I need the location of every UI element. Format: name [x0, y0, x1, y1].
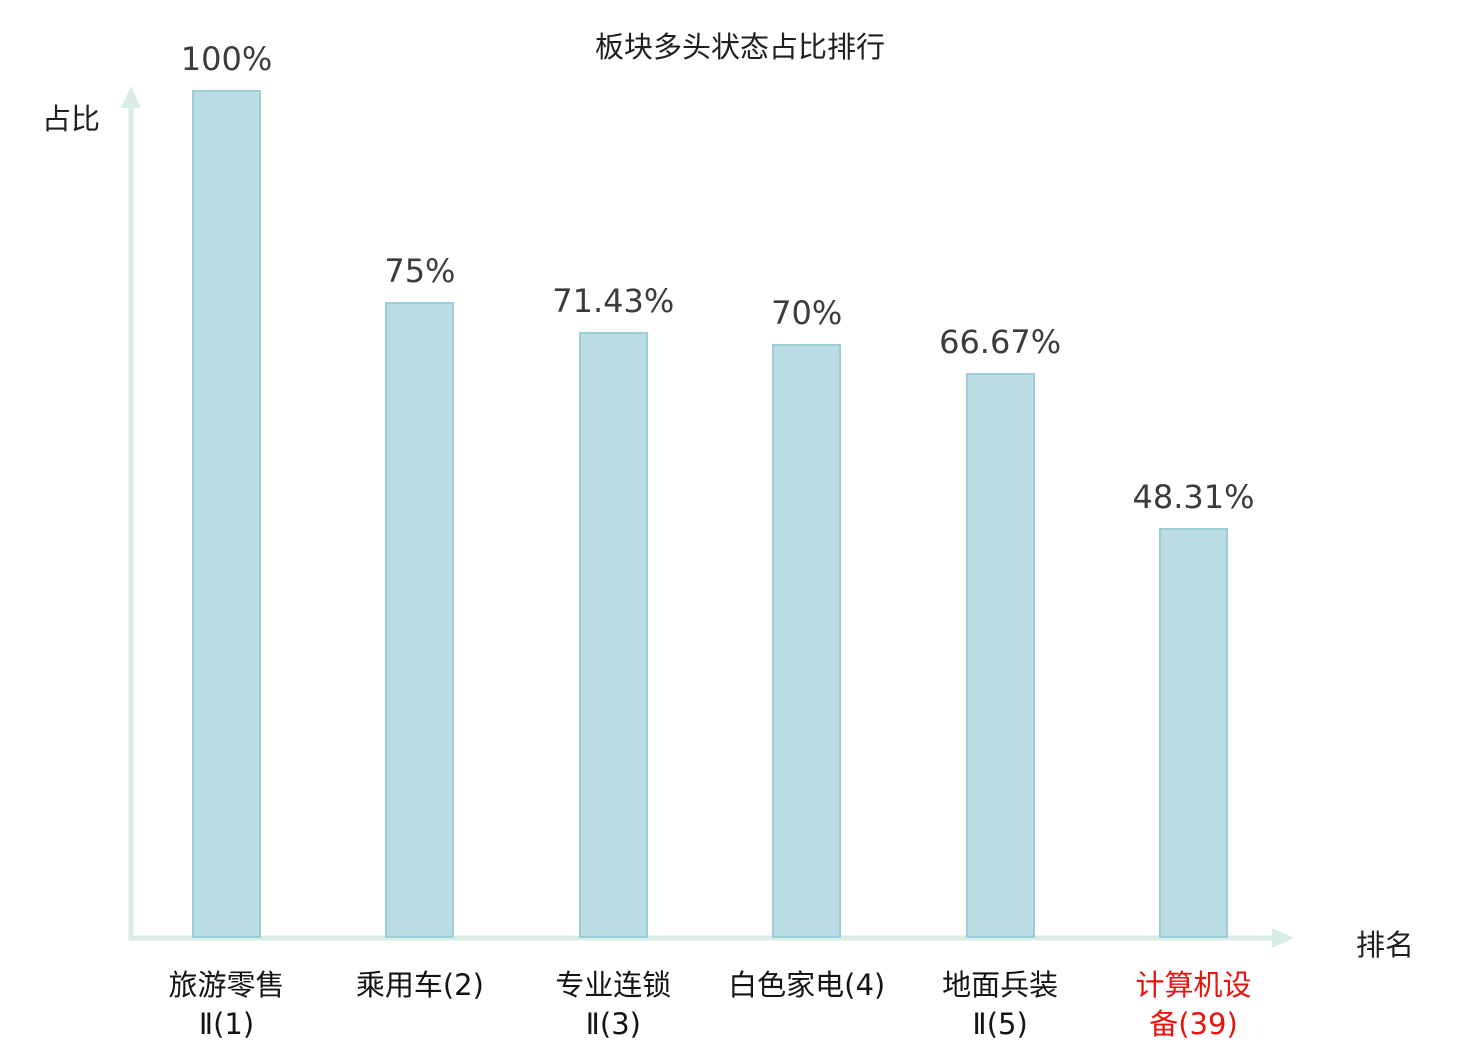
bar-1 [385, 302, 455, 938]
bar-5 [1159, 528, 1228, 938]
category-label-1: 乘用车(2) [355, 968, 484, 1002]
chart-title: 板块多头状态占比排行 [594, 30, 885, 64]
value-label-5: 48.31% [1132, 478, 1255, 517]
bar-4 [965, 372, 1035, 938]
value-label-2: 71.43% [552, 282, 675, 321]
category-label-5: 计算机设 备(39) [1135, 968, 1252, 1041]
category-label-2: 专业连锁 Ⅱ(3) [555, 968, 672, 1041]
y-axis-arrow-icon [121, 86, 141, 108]
bar-3 [772, 344, 842, 938]
value-label-3: 70% [771, 294, 843, 333]
bar-2 [578, 332, 648, 938]
y-axis-label: 占比 [42, 102, 101, 136]
category-label-3: 白色家电(4) [728, 968, 886, 1002]
value-label-4: 66.67% [939, 322, 1062, 361]
category-label-4: 地面兵装 Ⅱ(5) [942, 968, 1059, 1041]
value-label-0: 100% [180, 40, 273, 78]
bar-0 [192, 90, 261, 938]
category-label-0: 旅游零售 Ⅱ(1) [168, 968, 285, 1041]
value-label-1: 75% [384, 252, 456, 290]
x-axis-arrow-icon [1272, 928, 1294, 948]
x-axis-label: 排名 [1356, 928, 1415, 962]
